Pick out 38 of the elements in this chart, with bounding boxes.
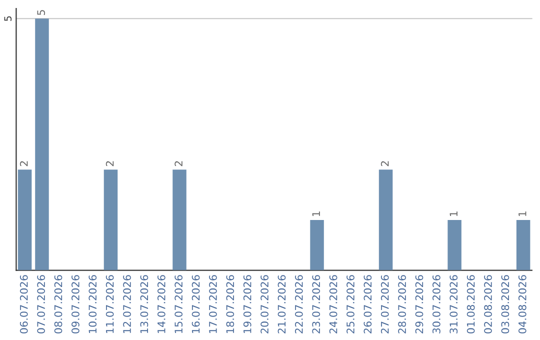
x-tick-label: 24.07.2026 bbox=[329, 275, 338, 334]
x-tick-label: 16.07.2026 bbox=[192, 275, 200, 333]
x-tick-label: 17.07.2026 bbox=[209, 275, 217, 333]
x-tick-label: 14.07.2026 bbox=[157, 275, 166, 333]
x-tick-label: 27.07.2026 bbox=[380, 275, 389, 334]
x-tick-label: 19.07.2026 bbox=[243, 275, 252, 333]
data-label: 1 bbox=[518, 212, 526, 216]
x-tick-label: 07.07.2026 bbox=[37, 275, 46, 334]
x-tick-label: 04.08.2026 bbox=[518, 275, 526, 334]
x-tick-label: 08.07.2026 bbox=[54, 275, 62, 334]
data-label: 2 bbox=[380, 161, 389, 166]
x-tick-label: 30.07.2026 bbox=[432, 275, 440, 334]
x-tick-label: 23.07.2026 bbox=[312, 275, 320, 334]
x-tick-label: 15.07.2026 bbox=[174, 275, 183, 333]
x-tick-label: 03.08.2026 bbox=[501, 275, 510, 334]
x-tick-label: 31.07.2026 bbox=[450, 275, 458, 334]
x-tick-label: 02.08.2026 bbox=[484, 275, 492, 334]
x-tick-label: 13.07.2026 bbox=[140, 275, 148, 333]
data-label: 2 bbox=[174, 161, 182, 166]
x-tick-label: 26.07.2026 bbox=[364, 275, 372, 334]
x-tick-label: 29.07.2026 bbox=[415, 275, 424, 334]
data-label: 2 bbox=[106, 161, 114, 166]
x-tick-label: 12.07.2026 bbox=[123, 275, 131, 333]
x-tick-label: 21.07.2026 bbox=[278, 275, 286, 334]
data-label: 5 bbox=[37, 10, 46, 15]
data-label: 1 bbox=[312, 212, 320, 216]
x-tick-label: 18.07.2026 bbox=[226, 275, 234, 333]
x-tick-label: 25.07.2026 bbox=[346, 275, 354, 334]
x-tick-label: 11.07.2026 bbox=[106, 275, 114, 333]
data-label: 2 bbox=[20, 161, 28, 166]
data-label: 1 bbox=[450, 212, 458, 216]
x-tick-label: 10.07.2026 bbox=[88, 275, 97, 333]
x-tick-label: 09.07.2026 bbox=[72, 275, 80, 334]
x-tick-label: 01.08.2026 bbox=[466, 275, 475, 334]
x-tick-label: 22.07.2026 bbox=[294, 275, 303, 334]
x-tick-label: 28.07.2026 bbox=[398, 275, 406, 334]
x-tick-label: 20.07.2026 bbox=[260, 275, 268, 334]
x-tick-label: 06.07.2026 bbox=[20, 275, 28, 334]
